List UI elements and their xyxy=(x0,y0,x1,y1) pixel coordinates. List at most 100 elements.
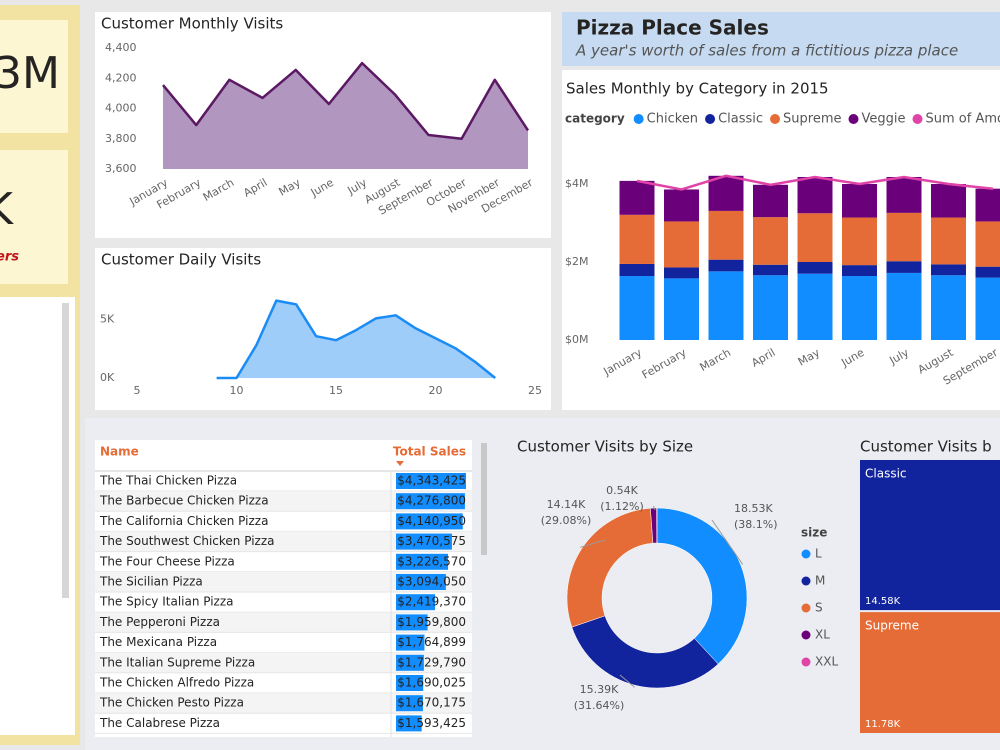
bar-segment xyxy=(886,272,922,340)
cell-sales: $3,470,575 xyxy=(397,534,466,548)
bar-segment xyxy=(708,259,744,272)
tile-value: 11.78K xyxy=(865,719,901,730)
cell-sales: $4,343,425 xyxy=(397,474,466,488)
chart-title: Customer Monthly Visits xyxy=(101,15,283,33)
data-bar xyxy=(396,553,449,570)
data-label: 18.53K xyxy=(734,502,773,515)
line xyxy=(216,299,496,380)
tile-label: Supreme xyxy=(865,619,919,633)
bar-segment xyxy=(842,184,877,218)
legend-title: size xyxy=(801,526,827,540)
chart-title: Customer Visits b xyxy=(860,438,992,456)
data-label-percent: (1.12%) xyxy=(600,500,644,513)
bar-segment xyxy=(931,184,966,218)
bar-segment xyxy=(886,261,922,273)
data-bar xyxy=(396,715,422,732)
cell-name: The Pepperoni Pizza xyxy=(99,615,220,629)
y-tick-label: $0M xyxy=(565,333,589,346)
bar-segment xyxy=(797,213,833,262)
bar-segment xyxy=(619,180,655,215)
cell-name: The Spicy Italian Pizza xyxy=(99,595,234,609)
row-band xyxy=(95,693,472,714)
column-header: Total Sales xyxy=(393,445,466,459)
data-label-percent: (29.08%) xyxy=(541,514,592,527)
x-tick-label: 5 xyxy=(134,384,141,397)
header-panel xyxy=(562,12,1000,66)
line xyxy=(636,174,994,191)
x-tick-label: 20 xyxy=(429,384,443,397)
cell-sales: $4,276,800 xyxy=(397,494,466,508)
bar-segment xyxy=(664,221,699,268)
data-bar xyxy=(396,473,466,489)
legend-marker xyxy=(801,657,811,667)
data-label: 15.39K xyxy=(580,683,619,696)
cell-name: The Chicken Alfredo Pizza xyxy=(99,676,254,690)
bar-segment xyxy=(931,264,966,276)
y-tick-label: 0K xyxy=(100,371,115,384)
bar-segment xyxy=(664,267,699,279)
cell-name: The Four Cheese Pizza xyxy=(99,554,235,568)
y-tick-label: 4,400 xyxy=(105,41,137,54)
kpi-card xyxy=(0,150,68,284)
leader-line xyxy=(580,539,606,548)
cell-sales: $1,690,025 xyxy=(397,676,466,690)
y-tick-label: 5K xyxy=(100,312,115,325)
data-bar xyxy=(396,493,465,510)
bar-segment xyxy=(708,210,744,260)
legend-label: XXL xyxy=(815,655,838,669)
scrollbar[interactable] xyxy=(62,303,69,598)
cell-sales: $1,593,425 xyxy=(397,716,466,730)
legend-marker xyxy=(705,114,716,124)
data-label: 14.14K xyxy=(547,498,586,511)
bar-segment xyxy=(975,277,1000,340)
cell-name: The Chicken Pesto Pizza xyxy=(99,696,244,710)
bar-segment xyxy=(664,278,699,340)
legend-marker xyxy=(801,549,811,559)
row-band xyxy=(95,491,472,512)
bar-segment xyxy=(753,184,788,218)
bar-segment xyxy=(797,262,833,274)
legend-marker xyxy=(770,114,781,124)
dashboard-title: Pizza Place Sales xyxy=(576,16,769,40)
legend-marker xyxy=(633,114,644,124)
bar-segment xyxy=(753,275,788,340)
line xyxy=(162,61,530,141)
scrollbar[interactable] xyxy=(481,443,487,555)
data-label: 0.54K xyxy=(606,484,638,497)
legend-label: M xyxy=(815,574,825,588)
leader-line xyxy=(652,505,656,511)
row-band xyxy=(95,572,472,592)
cell-sales: $1,764,899 xyxy=(397,635,466,649)
cell-sales: $2,419,370 xyxy=(397,595,466,609)
x-tick-label: 25 xyxy=(528,384,542,397)
legend-marker xyxy=(801,630,811,640)
chart-title: Customer Visits by Size xyxy=(517,438,693,456)
tile-label: Classic xyxy=(865,467,907,481)
legend-label: S xyxy=(815,601,823,615)
legend-marker xyxy=(912,114,923,124)
cell-name: The Thai Chicken Pizza xyxy=(99,474,237,488)
panel xyxy=(95,248,551,410)
bar-segment xyxy=(975,188,1000,222)
legend-label: Supreme xyxy=(783,112,841,127)
chart-title: Customer Daily Visits xyxy=(101,251,261,269)
legend-label: Classic xyxy=(718,112,763,127)
cell-sales: $1,959,800 xyxy=(397,615,466,629)
column-header: Name xyxy=(100,445,139,459)
cell-sales: $1,729,790 xyxy=(397,655,466,669)
data-bar xyxy=(396,675,424,691)
y-tick-label: 4,200 xyxy=(105,71,137,84)
data-bar xyxy=(396,513,463,530)
treemap-tile xyxy=(860,460,1000,611)
y-tick-label: $2M xyxy=(565,255,589,268)
legend-label: Veggie xyxy=(862,112,906,127)
kpi-caption: ers xyxy=(0,250,19,265)
cell-name: The Italian Supreme Pizza xyxy=(99,655,255,669)
bar-segment xyxy=(842,276,877,340)
data-bar xyxy=(396,654,424,671)
data-bar xyxy=(396,574,446,590)
cell-name: The Sicilian Pizza xyxy=(99,575,203,589)
bar-segment xyxy=(664,189,699,222)
legend-title: category xyxy=(565,112,625,126)
